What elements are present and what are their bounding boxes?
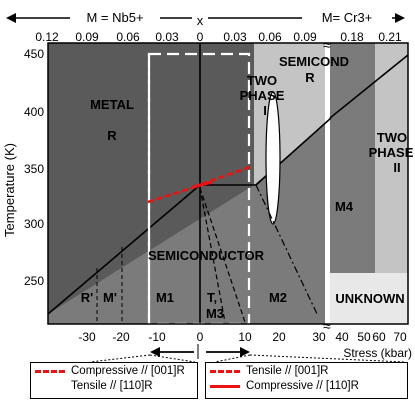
x-tick: 70 — [393, 330, 407, 344]
unknown-region — [330, 273, 408, 324]
legend-compressive-001: Compressive // [001]R Tensile // [110]R — [30, 362, 198, 399]
y-tick: 400 — [24, 105, 44, 119]
x-ticks: -30 -20 -10 0 10 20 30 40 50 60 70 — [78, 330, 407, 344]
y-tick: 250 — [24, 274, 44, 288]
semicond-label: SEMICOND — [279, 54, 349, 69]
x-tick: -10 — [148, 330, 166, 344]
legend-row: Tensile // [110]R — [35, 379, 193, 394]
legend-text: Tensile // [110]R — [71, 380, 153, 392]
m4-label: M4 — [335, 199, 354, 214]
two-phase-i-label-3: I — [263, 103, 267, 118]
legend-text: Compressive // [001]R — [71, 365, 185, 377]
legend-text: Compressive // [110]R — [246, 380, 359, 392]
y-tick: 450 — [24, 47, 44, 61]
m-prime-label: M' — [103, 290, 117, 305]
region-labels: METAL R TWO PHASE I SEMICOND R TWO PHASE… — [81, 54, 414, 321]
m1-label: M1 — [156, 290, 174, 305]
top-tick: 0.09 — [75, 30, 99, 44]
two-phase-i-label-2: PHASE — [240, 88, 285, 103]
two-phase-ii-label-1: TWO — [377, 130, 407, 145]
red-dashed-line-icon — [35, 370, 65, 373]
y-ticks: 450 400 350 300 250 — [24, 47, 44, 288]
red-dashed-line-icon — [210, 370, 240, 373]
unknown-label: UNKNOWN — [335, 291, 404, 306]
x-tick: 20 — [272, 330, 286, 344]
top-tick: 0.12 — [35, 30, 59, 44]
top-tick: 0.03 — [223, 30, 247, 44]
legend-row: Compressive // [001]R — [35, 364, 193, 379]
top-tick: 0.06 — [258, 30, 282, 44]
red-solid-line-icon — [210, 385, 240, 388]
semiconductor-label: SEMICONDUCTOR — [148, 248, 265, 263]
axis-break-bottom: ≈ — [323, 318, 331, 334]
x-tick: -20 — [112, 330, 130, 344]
x-tick: 60 — [372, 330, 386, 344]
two-phase-i-label-1: TWO — [247, 73, 277, 88]
arrow-right-head — [395, 13, 405, 23]
x-tick: 40 — [335, 330, 349, 344]
connector-right-1 — [214, 354, 251, 363]
tensile-arrow-head — [240, 347, 250, 357]
top-tick: 0.03 — [155, 30, 179, 44]
legend-tensile-001: Tensile // [001]R Compressive // [110]R — [205, 362, 408, 399]
top-tick: 0.21 — [378, 30, 402, 44]
metal-region — [48, 43, 254, 314]
top-tick: 0.06 — [116, 30, 140, 44]
right-dopant-bg — [302, 9, 392, 25]
x-tick: 50 — [357, 330, 371, 344]
axis-break-top: ≈ — [323, 37, 331, 53]
x-top-label: x — [197, 13, 204, 28]
compressive-arrow-head — [150, 347, 160, 357]
metal-boundary-line — [47, 184, 201, 315]
top-tick: 0.18 — [340, 30, 364, 44]
right-boundary-line — [329, 54, 409, 119]
metal-label: METAL — [90, 97, 134, 112]
legend-row: Compressive // [110]R — [210, 379, 403, 394]
r-prime-label: R' — [81, 290, 93, 305]
axis-break-gap — [325, 43, 330, 324]
compressive-110-marker — [192, 180, 213, 189]
arrow-left-head — [6, 13, 16, 23]
right-dopant-label: M= Cr3+ — [322, 10, 373, 25]
left-dopant-label: M = Nb5+ — [86, 10, 143, 25]
x-axis-label: Stress (kbar) — [343, 346, 412, 360]
connector-left-2 — [149, 354, 196, 363]
top-ticks: 0.12 0.09 0.06 0.03 0 0.03 0.06 0.09 0.1… — [35, 30, 402, 44]
x-tick: 0 — [197, 330, 204, 344]
m2-label: M2 — [269, 290, 287, 305]
plot-frame — [47, 42, 409, 325]
x-tick: -30 — [78, 330, 96, 344]
m4-region — [330, 43, 375, 273]
metal-r-label: R — [107, 128, 117, 143]
legend-row: Tensile // [001]R — [210, 364, 403, 379]
y-axis-label: Temperature (K) — [2, 143, 17, 237]
t-boundary-2 — [199, 187, 226, 323]
y-tick: 300 — [24, 217, 44, 231]
m2-m4-boundary — [255, 184, 319, 317]
connector-right-2 — [249, 354, 406, 363]
semicond-r-label: R — [305, 70, 315, 85]
x-tick: 10 — [238, 330, 252, 344]
m3-label: M3 — [206, 306, 224, 321]
left-dopant-bg — [70, 9, 160, 25]
legend-text: Tensile // [001]R — [246, 365, 329, 377]
t-label: T, — [207, 290, 217, 305]
two-phase-ii-label-2: PHASE — [369, 145, 414, 160]
connector-left-1 — [89, 354, 151, 363]
top-tick: 0 — [197, 30, 204, 44]
two-phase-lens — [265, 91, 281, 225]
y-tick: 350 — [24, 162, 44, 176]
top-tick: 0.09 — [293, 30, 317, 44]
two-phase-ii-label-3: II — [393, 160, 400, 175]
x-tick: 30 — [312, 330, 326, 344]
